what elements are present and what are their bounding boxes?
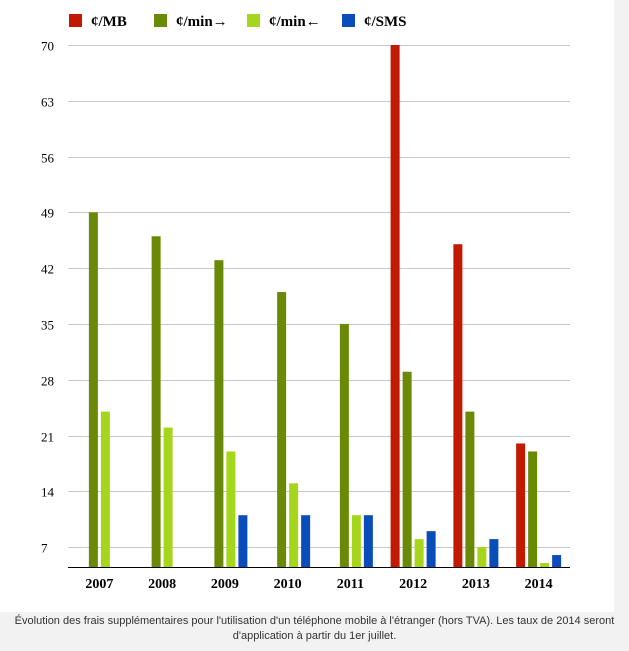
chart-caption: Évolution des frais supplémentaires pour… [14,615,615,642]
x-tick-label: 2014 [525,577,553,592]
legend-label: ¢/min← [269,14,321,30]
chart-frame: ¢/MB ¢/min→ ¢/min← ¢/SMS 7 14 21 28 35 42 49 56 63 70… [0,0,614,612]
bar [390,45,400,567]
legend-label: ¢/MB [91,14,127,30]
x-tick-label: 2007 [85,577,113,592]
bar [489,539,499,567]
bar [88,212,98,568]
x-tick-label: 2013 [462,577,490,592]
bar [226,451,236,567]
legend-label: ¢/min→ [176,14,228,30]
y-tick-label: 28 [41,374,54,389]
y-tick-label: 35 [41,318,54,333]
bar [100,411,110,567]
y-tick-label: 63 [41,95,54,110]
x-tick-label: 2009 [211,577,239,592]
bar [363,515,373,567]
bar [301,515,311,567]
bar [339,323,349,567]
y-tick-label: 21 [41,430,54,445]
bar [540,563,550,567]
bar-chart: ¢/MB ¢/min→ ¢/min← ¢/SMS 7 14 21 28 35 42 49 56 63 70… [41,14,570,592]
bar [238,515,248,567]
bar [465,411,475,567]
bar [289,483,299,567]
bar [402,371,412,567]
y-tick-label: 70 [41,39,54,54]
bar [528,451,538,567]
y-tick-label: 56 [41,151,55,166]
legend-swatch [69,14,82,27]
y-tick-label: 14 [41,485,55,500]
bar [351,515,361,567]
legend-label: ¢/SMS [364,14,407,30]
bar [151,236,161,567]
bar [477,547,487,567]
legend-swatch [342,14,355,27]
bar [277,292,287,567]
y-tick-label: 42 [41,262,54,277]
y-tick-label: 49 [41,206,54,221]
bar [414,539,424,567]
x-tick-label: 2012 [399,577,427,592]
y-tick-label: 7 [41,541,48,556]
bar [163,427,173,567]
x-tick-label: 2011 [337,577,364,592]
legend-swatch [154,14,167,27]
x-tick-label: 2008 [148,577,176,592]
bar [516,443,526,567]
x-tick-label: 2010 [274,577,302,592]
bar [552,555,562,567]
legend-swatch [247,14,260,27]
bar [214,260,224,567]
bar [453,244,463,568]
bar [426,531,436,567]
